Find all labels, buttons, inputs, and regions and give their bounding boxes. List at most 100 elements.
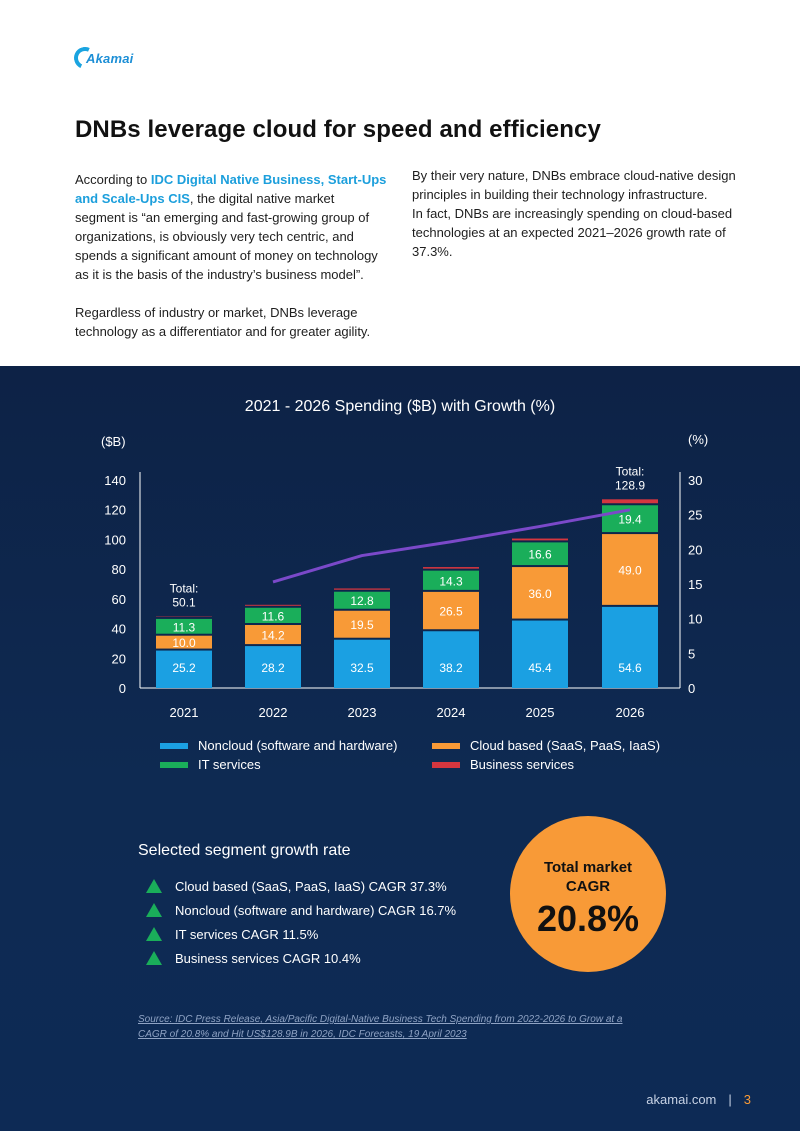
segment-label: Cloud based (SaaS, PaaS, IaaS) CAGR 37.3…	[175, 878, 447, 894]
intro-paragraph-2: Regardless of industry or market, DNBs l…	[75, 305, 371, 339]
bar-data-label: 10.0	[172, 636, 196, 650]
intro-paragraph-1: According to IDC Digital Native Business…	[75, 170, 387, 284]
total-annotation-label: Total:	[170, 582, 199, 596]
bar-segment	[245, 604, 301, 606]
total-market-cagr-badge: Total market CAGR 20.8%	[510, 816, 666, 972]
bar-segment	[156, 635, 212, 649]
segment-item: Noncloud (software and hardware) CAGR 16…	[146, 898, 456, 922]
bar-data-label: 14.2	[261, 629, 285, 643]
y2-tick-label: 5	[688, 646, 695, 661]
bar-data-label: 25.2	[172, 661, 196, 675]
legend-it-services: IT services	[160, 757, 261, 772]
y-axis-unit-left: ($B)	[101, 434, 126, 449]
legend-business-services: Business services	[432, 757, 574, 772]
bar-segment	[512, 620, 568, 688]
idc-report-link[interactable]: IDC Digital Native Business, Start-Ups a…	[75, 172, 387, 206]
bar-segment	[602, 505, 658, 533]
bar-data-label: 28.2	[261, 661, 285, 675]
bar-segment	[334, 610, 390, 638]
source-citation-link[interactable]: Source: IDC Press Release, Asia/Pacific …	[138, 1014, 623, 1040]
legend-swatch-cloud	[432, 742, 460, 749]
footer-separator: |	[728, 1092, 732, 1107]
footer-site[interactable]: akamai.com	[646, 1092, 717, 1107]
bar-segment	[512, 567, 568, 619]
x-tick-label: 2021	[170, 705, 199, 720]
legend-noncloud: Noncloud (software and hardware)	[160, 738, 397, 753]
segment-item: IT services CAGR 11.5%	[146, 922, 456, 946]
bar-segment	[423, 567, 479, 569]
y2-tick-label: 10	[688, 612, 702, 627]
segment-item: Business services CAGR 10.4%	[146, 946, 456, 970]
bar-segment	[602, 534, 658, 605]
bar-segment	[334, 591, 390, 609]
legend-swatch-it	[160, 761, 188, 768]
y-tick-label: 20	[112, 651, 126, 666]
bar-data-label: 32.5	[350, 661, 374, 675]
up-triangle-icon	[146, 879, 162, 893]
chart-panel	[0, 366, 800, 1131]
total-annotation-value: 50.1	[172, 596, 196, 610]
bar-segment	[423, 570, 479, 590]
legend-swatch-business	[432, 761, 460, 768]
bar-segment	[512, 542, 568, 566]
bar-segment	[245, 646, 301, 688]
x-tick-label: 2026	[616, 705, 645, 720]
segment-growth-list: Cloud based (SaaS, PaaS, IaaS) CAGR 37.3…	[146, 874, 456, 970]
akamai-logo: Akamai	[70, 43, 134, 73]
bar-segment	[156, 650, 212, 688]
bar-segment	[602, 606, 658, 688]
x-tick-label: 2022	[259, 705, 288, 720]
y-tick-label: 60	[112, 592, 126, 607]
y2-tick-label: 15	[688, 577, 702, 592]
stacked-bar-chart: 02040608010012014005101520253025.210.011…	[104, 464, 702, 720]
bar-segment	[156, 618, 212, 634]
growth-rate-line	[272, 508, 631, 584]
y2-tick-label: 25	[688, 508, 702, 523]
up-triangle-icon	[146, 927, 162, 941]
up-triangle-icon	[146, 951, 162, 965]
y2-tick-label: 0	[688, 681, 695, 696]
bar-segment	[602, 499, 658, 504]
legend-label-business: Business services	[470, 757, 575, 772]
x-tick-label: 2023	[348, 705, 377, 720]
intro-right-paragraph-2: In fact, DNBs are increasingly spending …	[412, 206, 733, 259]
bar-data-label: 19.4	[618, 513, 642, 527]
logo-text: Akamai	[86, 50, 134, 66]
page-footer: akamai.com | 3	[646, 1092, 751, 1107]
y-tick-label: 80	[112, 562, 126, 577]
bar-data-label: 11.6	[262, 609, 285, 623]
total-annotation-value: 128.9	[615, 478, 645, 492]
y2-tick-label: 20	[688, 542, 702, 557]
bar-segment	[512, 538, 568, 541]
segment-label: Noncloud (software and hardware) CAGR 16…	[175, 902, 457, 918]
intro-right-paragraph-1: By their very nature, DNBs embrace cloud…	[412, 168, 736, 202]
bar-data-label: 11.3	[173, 620, 196, 634]
bar-segment	[423, 631, 479, 688]
segment-label: Business services CAGR 10.4%	[175, 950, 361, 966]
cagr-label-line1: Total market	[543, 859, 633, 876]
akamai-wave-icon	[70, 43, 100, 73]
cagr-label-line2: CAGR	[565, 878, 611, 895]
intro-left-column: According to IDC Digital Native Business…	[75, 170, 387, 360]
legend-cloud: Cloud based (SaaS, PaaS, IaaS)	[432, 738, 660, 753]
segment-growth-title: Selected segment growth rate	[138, 842, 351, 859]
y2-tick-label: 30	[688, 473, 702, 488]
legend-label-it: IT services	[198, 757, 261, 772]
bar-data-label: 26.5	[439, 605, 463, 619]
up-triangle-icon	[146, 903, 162, 917]
bar-segment	[423, 591, 479, 630]
page-title: DNBs leverage cloud for speed and effici…	[75, 116, 601, 143]
intro-prefix: According to	[75, 172, 151, 187]
bar-data-label: 38.2	[439, 661, 463, 675]
bar-data-label: 54.6	[618, 661, 642, 675]
chart-title: 2021 - 2026 Spending ($B) with Growth (%…	[244, 398, 556, 415]
intro-suffix: , the digital native market segment is “…	[75, 191, 378, 282]
y-tick-label: 140	[104, 473, 126, 488]
y-tick-label: 40	[112, 622, 126, 637]
legend-label-cloud: Cloud based (SaaS, PaaS, IaaS)	[470, 738, 661, 753]
bar-data-label: 49.0	[618, 563, 642, 577]
bar-segment	[334, 639, 390, 688]
x-tick-label: 2024	[437, 705, 466, 720]
x-tick-label: 2025	[526, 705, 555, 720]
page-number: 3	[743, 1092, 751, 1107]
